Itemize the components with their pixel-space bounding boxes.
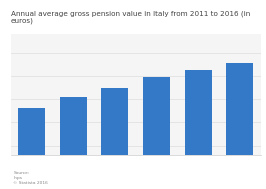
Text: Source:
Inps
© Statista 2016: Source: Inps © Statista 2016 <box>13 171 48 185</box>
Bar <box>101 88 128 189</box>
Text: Annual average gross pension value in Italy from 2011 to 2016 (in euros): Annual average gross pension value in It… <box>11 10 250 24</box>
Bar <box>143 77 170 189</box>
Bar <box>60 97 87 189</box>
Bar <box>185 70 212 189</box>
Bar <box>18 108 45 189</box>
Bar <box>226 63 253 189</box>
